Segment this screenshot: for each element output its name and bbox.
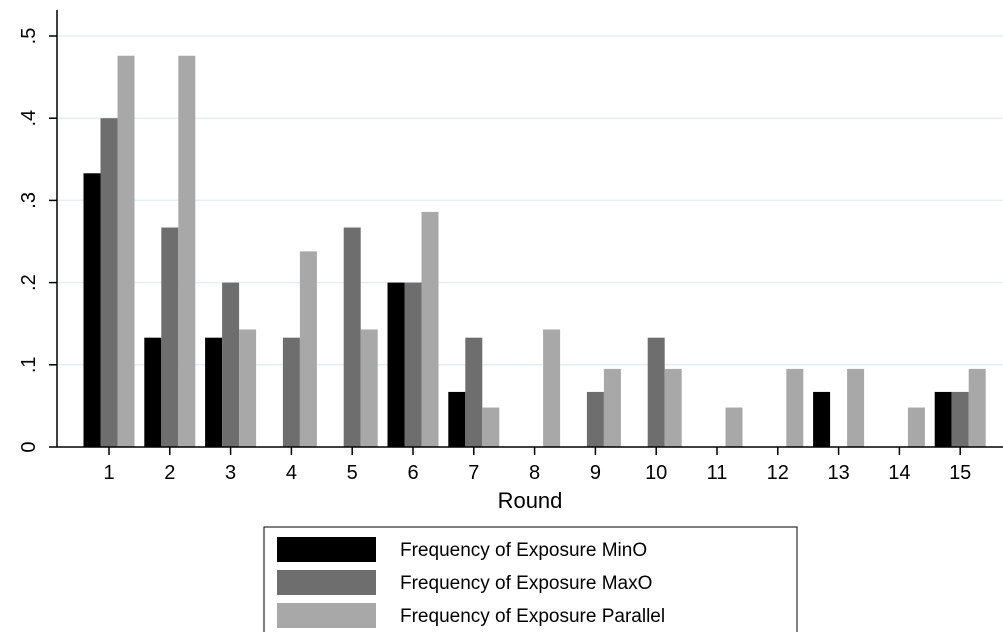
bar bbox=[404, 282, 422, 447]
bar bbox=[603, 368, 621, 447]
bar bbox=[786, 368, 804, 447]
x-tick-label: 1 bbox=[103, 462, 114, 484]
x-axis-title: Round bbox=[498, 488, 563, 513]
bar bbox=[647, 337, 665, 447]
y-tick-label: .1 bbox=[18, 356, 40, 373]
y-tick-label: .2 bbox=[18, 274, 40, 291]
x-tick-label: 4 bbox=[286, 462, 297, 484]
axes: 0.1.2.3.4.51 2 3 4 5 6 7 8 9 10 11 12 13 14 15 bbox=[18, 10, 1003, 484]
x-tick-label: 14 bbox=[888, 462, 910, 484]
x-tick-label: 7 bbox=[468, 462, 479, 484]
x-tick-label: 12 bbox=[767, 462, 789, 484]
bar bbox=[907, 407, 925, 447]
legend-label: Frequency of Exposure Parallel bbox=[400, 606, 665, 627]
bar bbox=[239, 329, 257, 447]
bar bbox=[117, 55, 135, 448]
y-tick-label: .5 bbox=[18, 28, 40, 45]
bar bbox=[205, 337, 223, 447]
bar bbox=[299, 251, 317, 447]
bar bbox=[282, 337, 300, 447]
bar bbox=[482, 407, 500, 447]
x-tick-label: 15 bbox=[949, 462, 971, 484]
x-tick-label: 11 bbox=[707, 462, 728, 484]
x-tick-label: 8 bbox=[529, 462, 540, 484]
x-tick-label: 2 bbox=[164, 462, 175, 484]
bars bbox=[83, 55, 986, 448]
x-tick-label: 10 bbox=[645, 462, 667, 484]
bar bbox=[448, 391, 466, 447]
bar bbox=[343, 227, 361, 447]
x-tick-label: 13 bbox=[827, 462, 849, 484]
bar bbox=[161, 227, 179, 447]
gridlines bbox=[57, 35, 1003, 366]
bar bbox=[178, 55, 196, 448]
y-tick-label: .4 bbox=[18, 110, 40, 127]
x-tick-label: 5 bbox=[347, 462, 358, 484]
x-tick-label: 9 bbox=[590, 462, 601, 484]
bar bbox=[968, 368, 986, 447]
legend: Frequency of Exposure MinO Frequency of E… bbox=[263, 526, 798, 632]
legend-label: Frequency of Exposure MaxO bbox=[400, 573, 652, 594]
bar bbox=[100, 118, 118, 447]
bar bbox=[543, 329, 561, 447]
legend-swatch bbox=[277, 570, 376, 595]
y-tick-label: 0 bbox=[18, 441, 40, 452]
bar bbox=[144, 337, 162, 447]
bar bbox=[813, 391, 831, 447]
bar bbox=[83, 173, 101, 448]
bar bbox=[725, 407, 743, 447]
bar bbox=[934, 391, 952, 447]
bar bbox=[664, 368, 682, 447]
bar bbox=[847, 368, 865, 447]
bar bbox=[421, 211, 439, 447]
bar bbox=[951, 391, 969, 447]
bar bbox=[360, 329, 378, 447]
bar bbox=[586, 391, 604, 447]
bar bbox=[465, 337, 483, 447]
x-tick-label: 3 bbox=[225, 462, 236, 484]
y-tick-label: .3 bbox=[18, 192, 40, 209]
legend-swatch bbox=[277, 603, 376, 628]
legend-label: Frequency of Exposure MinO bbox=[400, 540, 647, 561]
legend-swatch bbox=[277, 537, 376, 562]
x-tick-label: 6 bbox=[407, 462, 418, 484]
bar bbox=[222, 282, 240, 447]
bar bbox=[387, 282, 405, 447]
